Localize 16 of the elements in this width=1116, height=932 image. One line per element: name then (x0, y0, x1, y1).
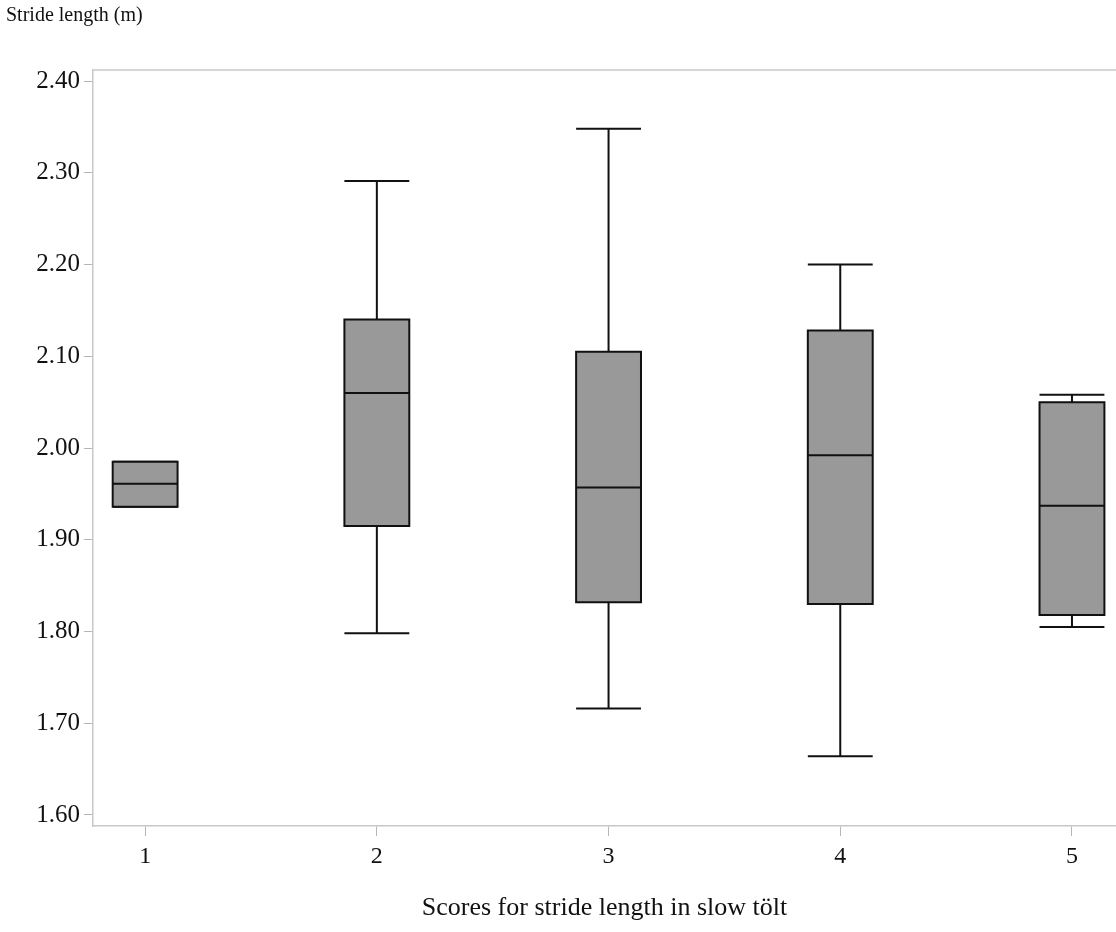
x-axis-title: Scores for stride length in slow tölt (421, 892, 788, 922)
y-tick-label: 2.10 (36, 340, 80, 368)
y-tick-label: 1.60 (36, 799, 80, 827)
y-tick-label: 1.70 (36, 707, 80, 735)
x-tick-label: 1 (139, 841, 152, 868)
y-tick-label: 1.80 (36, 616, 80, 644)
y-tick-label: 2.40 (36, 65, 80, 93)
y-tick-label: 2.20 (36, 249, 80, 277)
y-tick-label: 1.90 (36, 524, 80, 552)
x-tick-label: 3 (602, 841, 615, 868)
x-tick-label: 4 (834, 841, 847, 868)
y-tick-label: 2.00 (36, 432, 80, 460)
y-tick-label: 2.30 (36, 157, 80, 185)
x-tick-label: 5 (1065, 841, 1078, 868)
x-tick-label: 2 (370, 841, 383, 868)
y-axis-title: Stride length (m) (6, 3, 143, 27)
